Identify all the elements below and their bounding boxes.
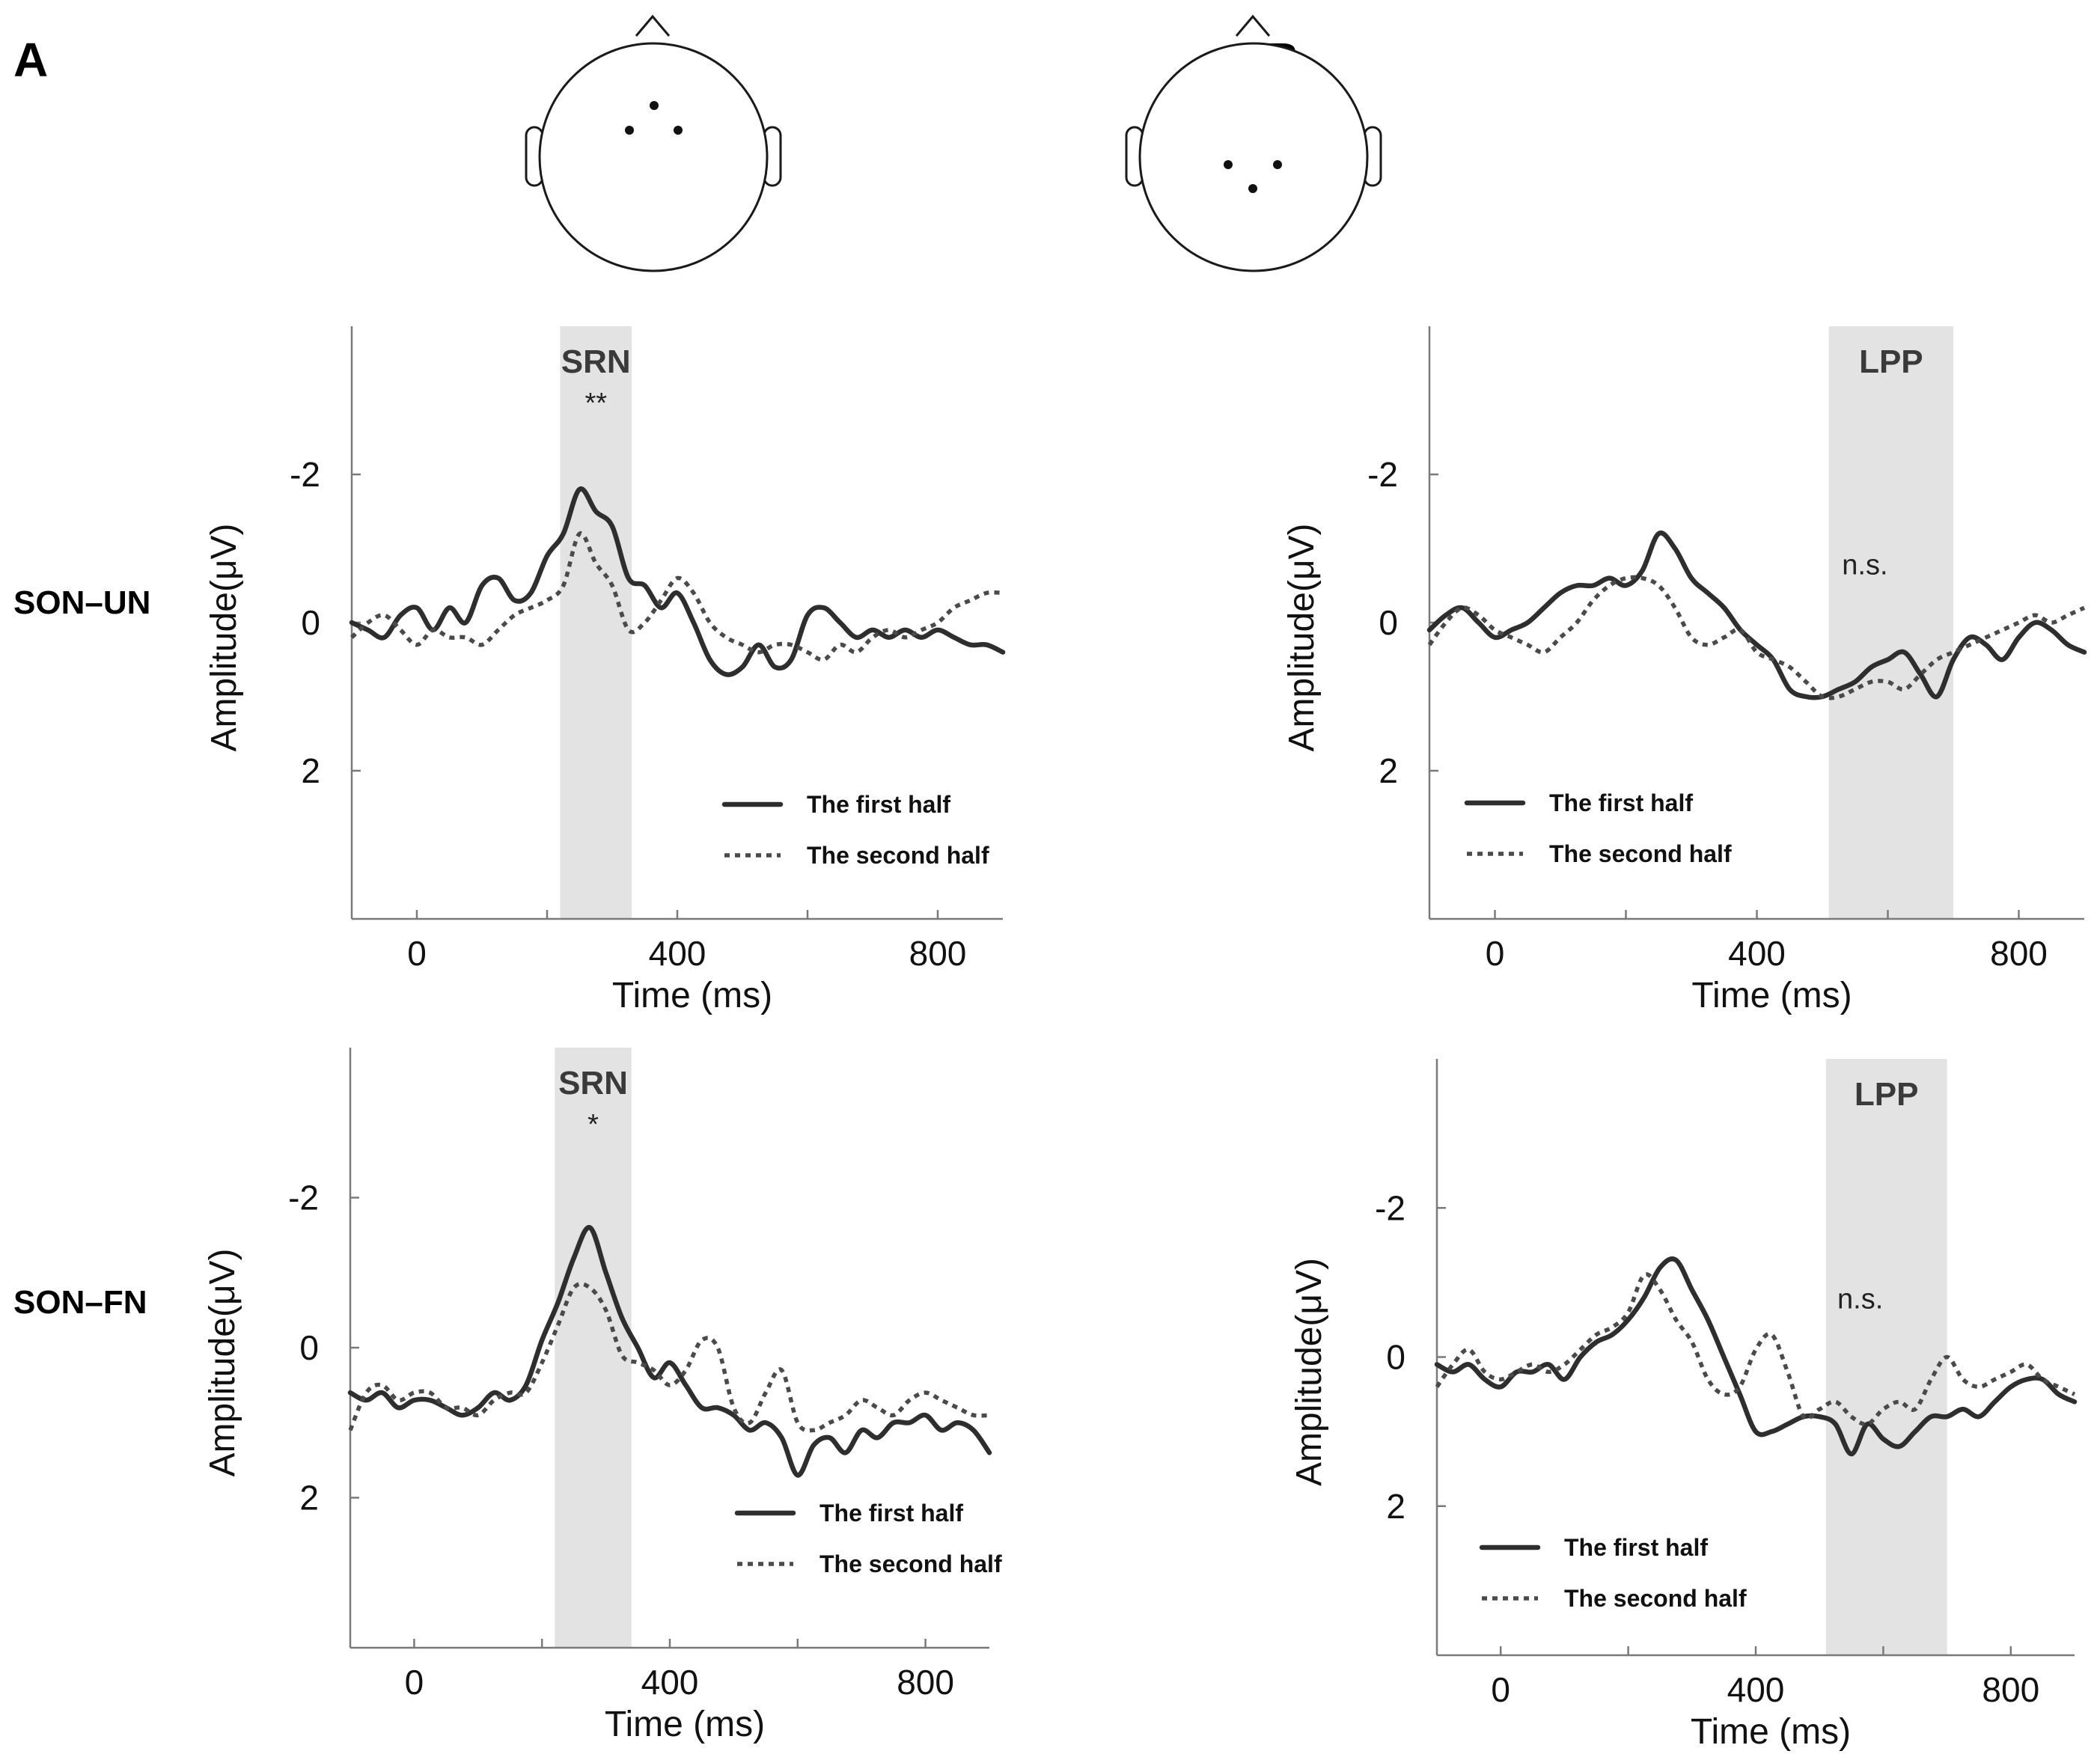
row-label-son-un: SON–UN [13, 584, 150, 621]
x-tick-label: 400 [1727, 1670, 1785, 1709]
electrode-dot [650, 101, 659, 110]
y-tick-label: 2 [1379, 751, 1398, 790]
y-tick-label: -2 [1375, 1188, 1405, 1227]
y-tick-label: 2 [299, 1479, 319, 1518]
component-label: SRN [558, 1065, 628, 1101]
x-tick-label: 800 [1982, 1670, 2039, 1709]
component-label: SRN [561, 343, 631, 380]
legend-label-second-half: The second half [1564, 1585, 1747, 1612]
y-tick-label: 0 [1379, 603, 1398, 642]
component-label: LPP [1859, 343, 1923, 380]
significance-label: * [587, 1109, 599, 1140]
x-tick-label: 400 [641, 1663, 699, 1702]
legend-label-first-half: The first half [819, 1500, 963, 1527]
x-axis-title: Time (ms) [612, 976, 772, 1015]
series-line-first-half [1426, 531, 2087, 700]
series-line-first-half [347, 1225, 992, 1478]
y-tick-label: 0 [299, 1328, 319, 1367]
x-axis-title: Time (ms) [1691, 976, 1852, 1015]
head-map-b [1125, 14, 1382, 272]
electrode-dot [674, 126, 683, 135]
x-tick-label: 0 [405, 1663, 424, 1702]
x-tick-label: 400 [649, 934, 706, 973]
component-label: LPP [1855, 1076, 1919, 1113]
y-tick-label: 0 [1386, 1338, 1405, 1377]
electrode-dot [625, 126, 634, 135]
scalp-icon [538, 42, 769, 272]
series-line-first-half [1434, 1256, 2078, 1457]
x-tick-label: 800 [909, 934, 967, 973]
y-tick-label: 2 [301, 751, 320, 790]
x-axis-title: Time (ms) [605, 1705, 765, 1744]
x-tick-label: 0 [1491, 1670, 1510, 1709]
y-tick-label: -2 [1367, 455, 1398, 494]
series-line-second-half [348, 1282, 990, 1433]
significance-label: ** [584, 388, 607, 419]
series-line-second-half [1427, 575, 2086, 700]
significance-label: n.s. [1842, 549, 1887, 581]
analysis-window [560, 326, 632, 919]
y-tick-label: -2 [288, 1179, 319, 1217]
legend-label-first-half: The first half [1564, 1534, 1708, 1561]
legend-label-second-half: The second half [807, 842, 989, 869]
y-axis-title: Amplitude(μV) [1289, 1258, 1329, 1486]
electrode-dot [1224, 160, 1233, 169]
y-tick-label: 0 [301, 603, 320, 642]
series-line-second-half [1435, 1272, 2076, 1427]
nose-icon [1235, 14, 1271, 37]
electrode-dot [1248, 184, 1257, 193]
analysis-window [1825, 1059, 1947, 1655]
x-axis-title: Time (ms) [1691, 1712, 1851, 1752]
significance-label: n.s. [1837, 1284, 1883, 1316]
analysis-window [1828, 326, 1953, 919]
legend-label-first-half: The first half [1549, 789, 1693, 816]
panel-letter-a: A [13, 33, 48, 87]
legend-label-second-half: The second half [819, 1550, 1002, 1577]
chart-son-un-srn: 0 400 800 -2 0 2 Time (ms) Amplitude(μV) SRN ** Th… [204, 326, 1006, 1015]
x-tick-label: 400 [1728, 934, 1786, 973]
chart-son-fn-srn: 0 400 800 -2 0 2 Time (ms) Amplitude(μV) SRN * The… [203, 1048, 1002, 1744]
electrode-dot [1273, 160, 1282, 169]
x-tick-label: 800 [1990, 934, 2048, 973]
legend-label-first-half: The first half [807, 791, 950, 818]
legend-label-second-half: The second half [1549, 840, 1732, 867]
y-tick-label: 2 [1386, 1487, 1405, 1526]
scalp-icon [1138, 42, 1369, 272]
nose-icon [635, 14, 671, 37]
y-axis-title: Amplitude(μV) [203, 1248, 242, 1476]
row-label-son-fn: SON–FN [13, 1284, 147, 1321]
head-map-a [525, 14, 782, 272]
y-tick-label: -2 [290, 455, 320, 494]
y-axis-title: Amplitude(μV) [1282, 523, 1322, 751]
x-tick-label: 0 [1486, 934, 1505, 973]
y-axis-title: Amplitude(μV) [204, 523, 244, 751]
series-line-second-half [350, 531, 1004, 662]
series-line-first-half [349, 486, 1006, 677]
chart-son-fn-lpp: 0 400 800 -2 0 2 Time (ms) Amplitude(μV) LPP n.s.… [1289, 1059, 2078, 1752]
chart-son-un-lpp: 0 400 800 -2 0 2 Time (ms) Amplitude(μV) LPP n.s.… [1282, 326, 2087, 1015]
x-tick-label: 800 [897, 1663, 954, 1702]
x-tick-label: 0 [407, 934, 427, 973]
